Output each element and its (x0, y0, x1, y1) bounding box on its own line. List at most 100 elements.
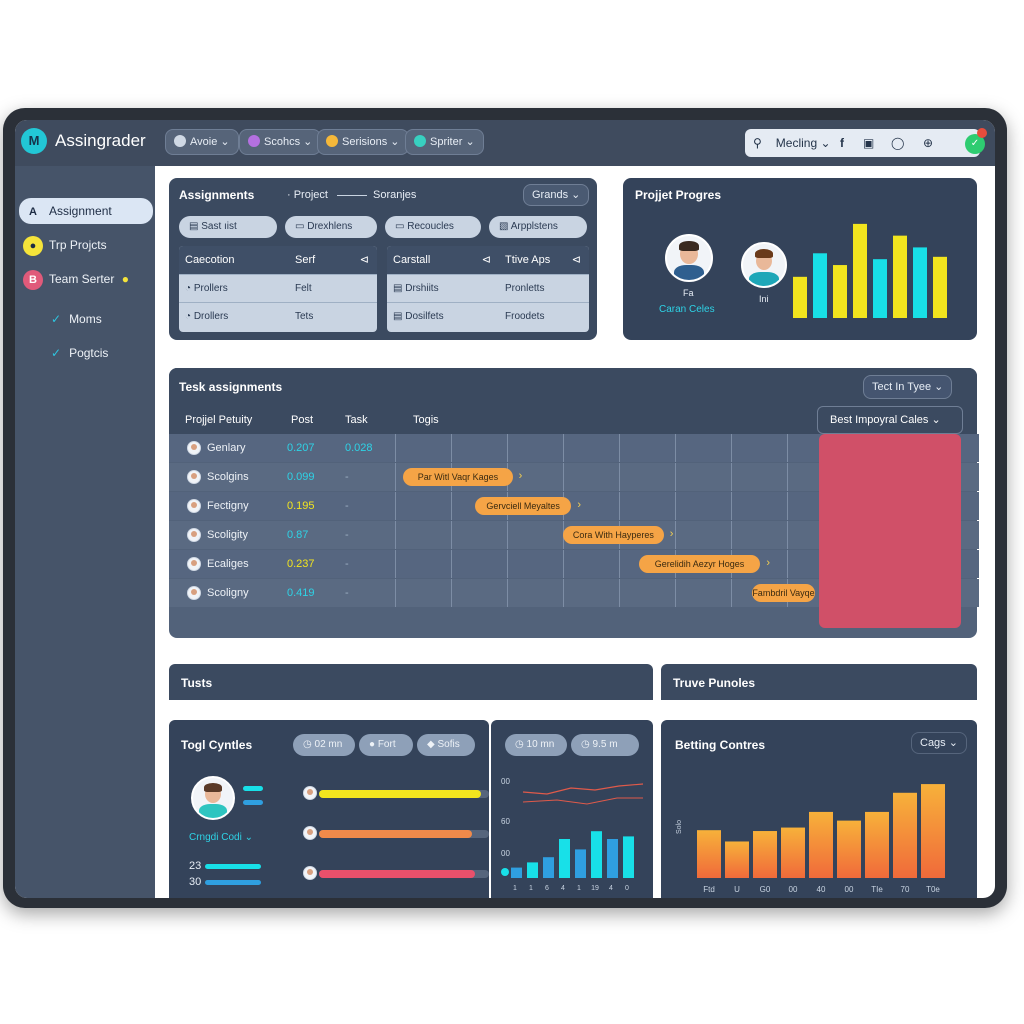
nav-pill-serisions[interactable]: Serisions ⌄ (317, 129, 409, 155)
togl-cyntles-panel: Togl Cyntles ◷ 02 mn ● Fort ◆ Sofis Crng… (169, 720, 489, 898)
avatar-icon (187, 586, 201, 600)
avatar-icon (187, 528, 201, 542)
gantt-bar[interactable]: Fambdril Vayqe (752, 584, 815, 602)
search-input[interactable]: ⚲ Mecling ⌄ f ▣ ◯ ⊕ (745, 129, 980, 157)
recoucles-button[interactable]: ▭ Recoucles (385, 216, 481, 238)
trend-line (522, 797, 643, 805)
progress-bar (913, 247, 927, 318)
mini-bar (591, 831, 602, 878)
people-icon (326, 135, 338, 147)
progress-bar (893, 235, 907, 318)
box-icon: ▭ (395, 221, 408, 232)
tect-in-tyee-dropdown[interactable]: Tect In Tyee ⌄ (863, 375, 953, 399)
sidebar-item-top-projects[interactable]: ● Trp Projcts (19, 232, 155, 258)
sast-list-button[interactable]: ▤ Sast ıist (179, 216, 277, 238)
progress-bar (853, 223, 867, 318)
camera-icon[interactable]: ▣ (863, 136, 875, 150)
best-impoyral-dropdown[interactable]: Best Impoyral Cales ⌄ (817, 406, 963, 434)
grid-line (563, 550, 564, 578)
app-title: Assingrader (55, 131, 146, 150)
assignment-table-right: Carstall ⊲ Ttive Aps ⊲ ▤ Drshiits Pronlett… (387, 246, 589, 332)
tab-project[interactable]: · Project (287, 189, 328, 201)
gantt-bar[interactable]: Par Witl Vaqr Kages (403, 468, 513, 486)
gantt-bar[interactable]: Gerelidih Aezyr Hoges (638, 555, 761, 573)
chip-fort[interactable]: ● Fort (359, 734, 413, 756)
facebook-icon[interactable]: f (840, 136, 844, 150)
task-value: - (345, 500, 349, 512)
grid-line (731, 579, 732, 607)
nav-pill-avoie[interactable]: Avoie ⌄ (165, 129, 239, 155)
sidebar-item-assignment[interactable]: A Assignment (19, 198, 153, 224)
column-header: Task (345, 414, 368, 426)
notification-icon[interactable]: ✓ (965, 134, 985, 154)
sidebar-item-team-serter[interactable]: B Team Serter ● (19, 266, 155, 292)
arpplstens-button[interactable]: ▧ Arpplstens (489, 216, 587, 238)
x-tick-label: 4 (609, 885, 613, 892)
sidebar-check-pogtcis[interactable]: ✓ Pogtcis (51, 346, 109, 360)
mini-bar (575, 849, 586, 878)
leaf-icon: ◆ (427, 739, 438, 750)
y-tick-label: 00 (501, 777, 510, 786)
grid-line (619, 492, 620, 520)
tab-divider (337, 195, 367, 196)
nav-pill-scohcs[interactable]: Scohcs ⌄ (239, 129, 322, 155)
mini-bar (543, 857, 554, 878)
betting-bar (837, 820, 861, 878)
task-name: Genlary (207, 442, 246, 454)
project-progress-panel: Projjet Progres Fa Caran Celes Ini (623, 178, 977, 340)
grid-line (675, 463, 676, 491)
task-name: Scoligity (207, 529, 248, 541)
x-tick-label: 1 (513, 885, 517, 892)
sidebar-check-moms[interactable]: ✓ Moms (51, 312, 102, 326)
avatar-icon (303, 786, 317, 800)
table-cell: Tets (289, 302, 377, 330)
search-icon[interactable]: ⚲ (753, 136, 762, 150)
x-tick-label: 00 (845, 885, 854, 894)
table-header: Carstall ⊲ (387, 246, 499, 274)
check-icon: ✓ (51, 346, 62, 360)
table-cell: Froodets (499, 302, 589, 330)
avatar (741, 242, 787, 288)
folder-icon: ▭ (295, 221, 308, 232)
x-tick-label: 1 (577, 885, 581, 892)
avatar-icon (303, 866, 317, 880)
clock-icon: ◷ (515, 739, 527, 750)
grid-line (395, 521, 396, 549)
tab-soranjes[interactable]: Soranjes (373, 189, 417, 201)
grid-line (563, 434, 564, 462)
post-value: 0.87 (287, 529, 309, 541)
drexhlens-button[interactable]: ▭ Drexhlens (285, 216, 377, 238)
chip-02mn[interactable]: ◷ 02 mn (293, 734, 355, 756)
arrow-icon: › (577, 499, 582, 511)
arrow-icon: › (766, 557, 771, 569)
grid-line (451, 434, 452, 462)
person-name[interactable]: Crngdi Codi ⌄ (189, 832, 253, 843)
chip-sofis[interactable]: ◆ Sofis (417, 734, 475, 756)
circle-icon (248, 135, 260, 147)
post-value: 0.419 (287, 587, 315, 599)
nav-pill-spriter[interactable]: Spriter ⌄ (405, 129, 484, 155)
post-value: 0.207 (287, 442, 315, 454)
mini-bar (623, 836, 634, 878)
gantt-bar[interactable]: Cora With Hayperes (563, 526, 664, 544)
chip-10mn[interactable]: ◷ 10 mn (505, 734, 567, 756)
post-value: 0.237 (287, 558, 315, 570)
progress-fill (319, 790, 481, 798)
post-value: 0.195 (287, 500, 315, 512)
grid-line (451, 521, 452, 549)
progress-fill (319, 870, 476, 878)
gantt-bar[interactable]: Gervciell Meyaltes (474, 497, 572, 515)
dollar-icon[interactable]: ⊕ (923, 136, 934, 150)
truve-section: Truve Punoles (661, 664, 977, 700)
grid-line (731, 434, 732, 462)
grands-dropdown[interactable]: Grands ⌄ (523, 184, 590, 206)
betting-bar (809, 811, 833, 878)
ring-icon[interactable]: ◯ (891, 136, 905, 150)
assignment-table-left: Caecotion Serf ⊲ ◔ Prollers Felt ◔ Drolle… (179, 246, 377, 332)
legend-dot (501, 868, 509, 876)
chip-9-5m[interactable]: ◷ 9.5 m (571, 734, 639, 756)
progress-bar (873, 259, 887, 318)
grid-line (395, 492, 396, 520)
grid-line (619, 463, 620, 491)
cags-dropdown[interactable]: Cags ⌄ (911, 732, 967, 754)
